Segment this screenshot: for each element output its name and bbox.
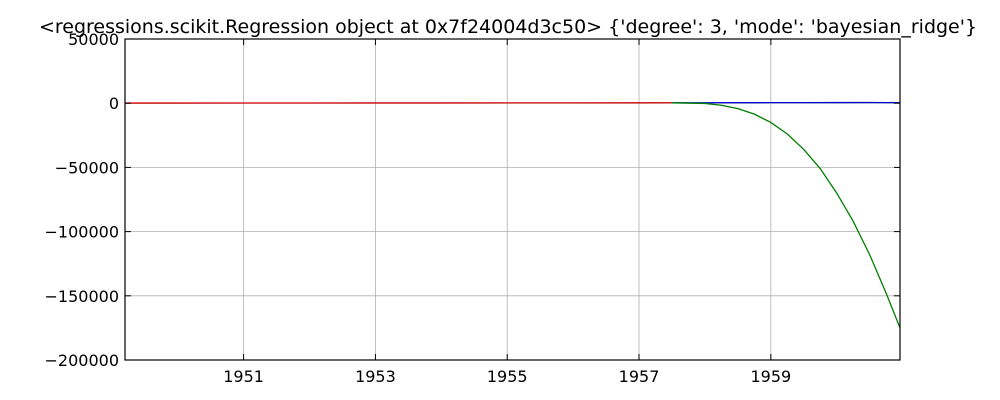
x-axis-tick-labels: 1951 1953 1955 1957 1959 [223,367,791,386]
plot-frame [124,38,901,361]
x-tick-label: 1957 [619,367,660,386]
x-tick-label: 1955 [487,367,528,386]
y-tick-label: −200000 [45,351,119,370]
x-tick-label: 1959 [750,367,791,386]
axis-ticks [125,38,900,361]
series-line-3 [671,102,901,329]
x-tick-label: 1953 [355,367,396,386]
y-tick-label: −150000 [45,287,119,306]
series-layer [124,101,901,329]
y-tick-label: 50000 [68,30,119,49]
y-tick-label: −100000 [45,223,119,242]
y-axis-tick-labels: 50000 0 −50000 −100000 −150000 −200000 [45,30,119,370]
chart-title: <regressions.scikit.Regression object at… [39,16,977,38]
x-tick-label: 1951 [223,367,264,386]
y-tick-label: 0 [109,94,119,113]
plot-background [125,39,900,360]
y-tick-label: −50000 [55,158,119,177]
